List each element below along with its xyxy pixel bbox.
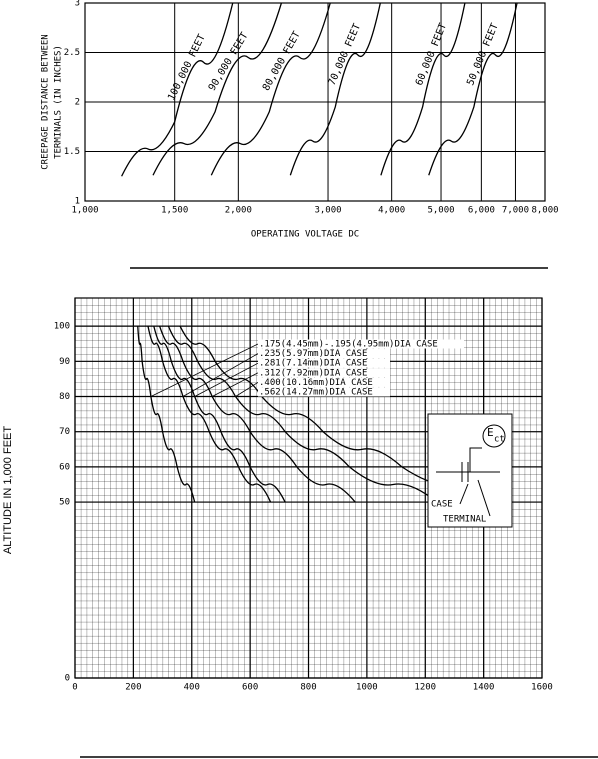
curve [159,325,356,503]
inset [427,413,513,528]
series-label: .235(5.97mm)DIA CASE [259,349,367,359]
leader-line [150,343,259,397]
x-axis-label: OPERATING VOLTAGE DC [251,230,359,240]
curve [167,325,438,503]
label-bg [258,368,390,378]
x-tick-label: 1000 [356,683,378,693]
series-label: .312(7.92mm)DIA CASE [259,368,367,378]
inset-case: CASE [431,500,453,510]
x-tick-label: 0 [72,683,77,693]
y-tick-label: 3 [75,0,80,9]
x-tick-label: 200 [125,683,141,693]
x-tick-label: 400 [184,683,200,693]
plot-frame [74,297,543,679]
x-tick-label: 5,000 [427,206,454,216]
leader-line [211,372,259,397]
label-bg [258,349,390,359]
y-tick-label: 90 [59,357,70,367]
label-bg [258,387,390,397]
y-tick-label: 2 [75,98,80,108]
curve-label: 90,000 FEET [207,31,251,93]
y-tick-label: 100 [54,322,70,332]
inset-terminal: TERMINAL [443,515,486,525]
leader-line [194,362,259,397]
series-label: .400(10.16mm)DIA CASE [259,378,373,388]
y-tick-label: 1 [75,197,80,207]
x-tick-label: 600 [242,683,258,693]
x-tick-label: 4,000 [378,206,405,216]
curve [121,2,234,177]
inset-label: E [487,426,494,439]
x-tick-label: 1600 [531,683,553,693]
y-tick-label: 0 [65,674,70,684]
curve [428,2,518,176]
plot-frame [84,2,546,202]
x-tick-label: 1,000 [71,206,98,216]
x-tick-label: 7,000 [502,206,529,216]
y-axis-label: ALTITUDE IN 1,000 FEET [2,426,14,554]
leader-line [235,382,259,397]
y-tick-label: 1.5 [64,147,80,157]
y-axis-label: TERMINALS (IN INCHES) [54,45,64,159]
label-bg [258,377,390,387]
curve [137,326,196,503]
label-bg [258,339,464,349]
curve [289,2,381,176]
x-tick-label: 6,000 [468,206,495,216]
series-label: .175(4.45mm)-.195(4.95mm)DIA CASE [259,340,438,350]
x-tick-label: 2,000 [225,206,252,216]
inset-subscript: ct [494,435,505,445]
label-bg [258,358,390,368]
x-tick-label: 800 [300,683,316,693]
y-tick-label: 60 [59,462,70,472]
series-label: .562(14.27mm)DIA CASE [259,388,373,398]
curve [380,2,466,176]
curve-label: 100,000 FEET [166,33,208,103]
y-tick-label: 2.5 [64,48,80,58]
x-tick-label: 1200 [414,683,436,693]
curve [152,2,283,176]
curve [147,326,272,503]
curve [153,325,286,503]
y-tick-label: 50 [59,498,70,508]
curve-label: 80,000 FEET [261,30,303,93]
curve [179,325,508,503]
y-axis-label: CREEPAGE DISTANCE BETWEEN [41,34,51,169]
x-tick-label: 1,500 [161,206,188,216]
x-tick-label: 8,000 [531,206,558,216]
y-tick-label: 80 [59,392,70,402]
x-tick-label: 1400 [473,683,495,693]
curve [210,2,331,176]
leader-line [182,353,259,397]
x-tick-label: 3,000 [314,206,341,216]
y-tick-label: 70 [59,427,70,437]
series-label: .281(7.14mm)DIA CASE [259,359,367,369]
